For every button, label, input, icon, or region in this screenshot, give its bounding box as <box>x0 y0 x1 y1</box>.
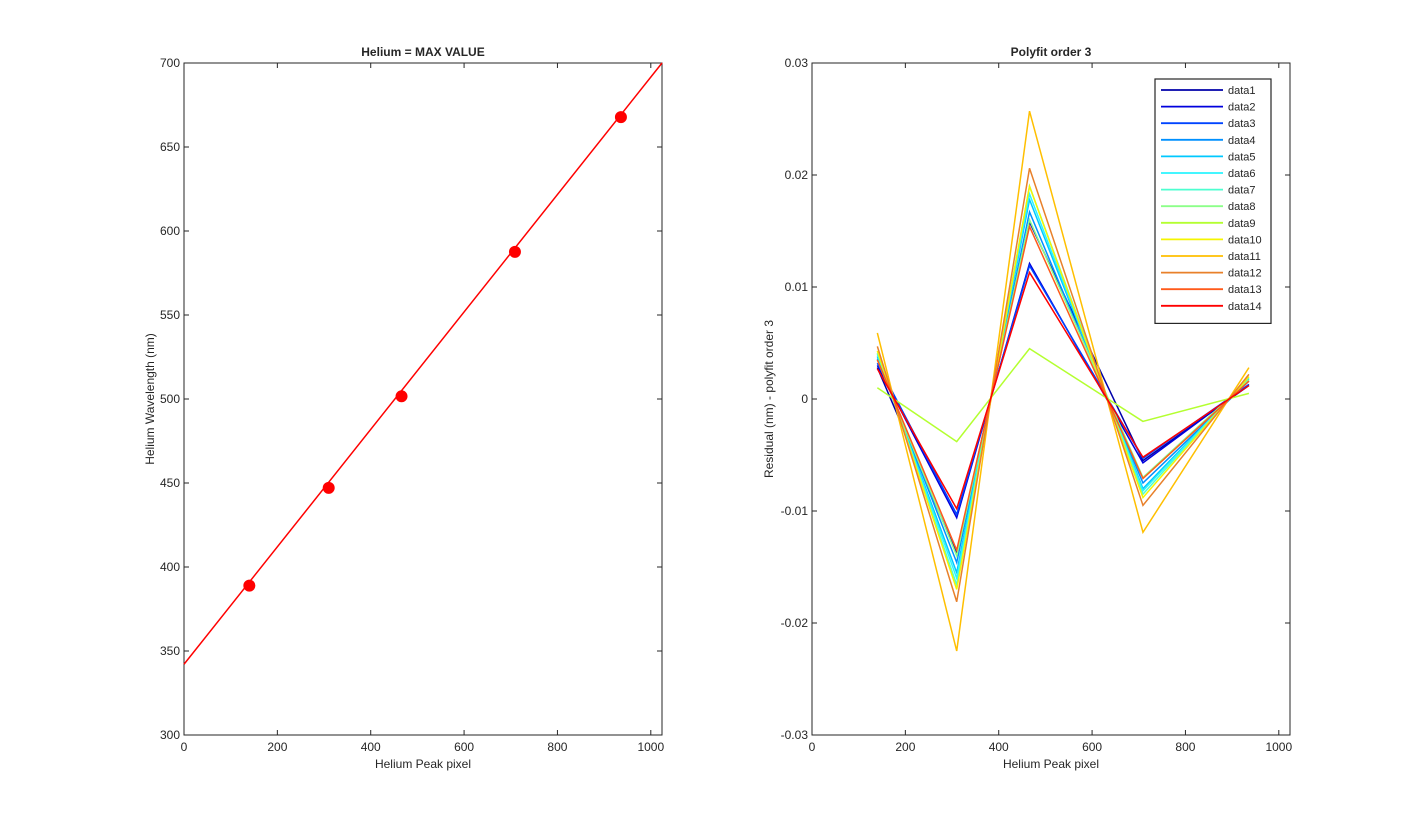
right-x-axis-label: Helium Peak pixel <box>1003 757 1099 771</box>
left-y-tick-label: 650 <box>160 140 180 154</box>
data-point-marker <box>322 481 335 494</box>
left-x-axis-label: Helium Peak pixel <box>375 757 471 771</box>
right-x-tick-label: 800 <box>1175 740 1195 754</box>
series-line-data10 <box>876 183 1250 590</box>
legend-label: data11 <box>1228 251 1261 263</box>
series-line-data9 <box>876 347 1250 443</box>
right-x-tick-label: 1000 <box>1265 740 1292 754</box>
legend-label: data5 <box>1228 151 1256 163</box>
legend-label: data4 <box>1228 135 1256 147</box>
left-y-tick-label: 550 <box>160 308 180 322</box>
left-x-tick-label: 800 <box>547 740 567 754</box>
right-x-tick-label: 600 <box>1082 740 1102 754</box>
left-y-tick-label: 300 <box>160 728 180 742</box>
left-axes: 0 200 400 600 800 1000 300 350 400 450 500 550 600 65… <box>143 45 664 771</box>
right-y-tick-label: -0.02 <box>781 616 809 630</box>
right-plot-area <box>876 110 1250 652</box>
series-line-data2 <box>876 261 1250 520</box>
left-chart-title: Helium = MAX VALUE <box>361 45 484 59</box>
legend-label: data10 <box>1228 234 1262 246</box>
right-y-tick-label: 0 <box>801 392 808 406</box>
left-x-tick-label: 400 <box>361 740 381 754</box>
right-y-tick-label: 0.03 <box>785 56 809 70</box>
left-x-tick-label: 200 <box>267 740 287 754</box>
left-y-tick-label: 700 <box>160 56 180 70</box>
right-x-tick-label: 0 <box>809 740 816 754</box>
legend-label: data6 <box>1228 168 1256 180</box>
right-y-axis-label: Residual (nm) - polyfit order 3 <box>762 320 776 478</box>
right-x-tick-label: 200 <box>895 740 915 754</box>
series-line-data14 <box>876 270 1250 511</box>
legend-label: data3 <box>1228 118 1256 130</box>
legend-label: data1 <box>1228 85 1256 97</box>
right-y-tick-label: -0.03 <box>781 728 809 742</box>
left-x-tick-label: 600 <box>454 740 474 754</box>
left-y-tick-label: 450 <box>160 476 180 490</box>
left-axes-box <box>183 62 663 736</box>
left-x-tick-label: 0 <box>181 740 188 754</box>
left-y-tick-label: 500 <box>160 392 180 406</box>
left-y-tick-label: 600 <box>160 224 180 238</box>
right-axes-ticks: 0 200 400 600 800 1000 -0.03 -0.02 -0.01 0 0.01 0.0… <box>781 56 1293 754</box>
data-point-marker <box>243 579 256 592</box>
left-y-tick-label: 350 <box>160 644 180 658</box>
left-y-axis-label: Helium Wavelength (nm) <box>143 333 157 465</box>
right-y-tick-label: 0.02 <box>785 168 809 182</box>
data-point-marker <box>614 111 627 124</box>
series-line-data6 <box>876 191 1250 582</box>
legend-label: data2 <box>1228 102 1256 114</box>
series-line-data4 <box>876 209 1250 566</box>
data-point-marker <box>395 390 408 403</box>
right-y-tick-label: 0.01 <box>785 280 809 294</box>
series-line-data13 <box>876 224 1250 553</box>
data-point-marker <box>508 245 521 258</box>
right-y-tick-label: -0.01 <box>781 504 809 518</box>
legend-label: data9 <box>1228 218 1256 230</box>
legend-label: data13 <box>1228 284 1262 296</box>
legend: data1 data2 data3 data4 data5 data6 data7 data8… <box>1154 78 1272 324</box>
fit-line <box>183 62 663 665</box>
legend-label: data8 <box>1228 201 1256 213</box>
right-axes: 0 200 400 600 800 1000 -0.03 -0.02 -0.01 0 0.01 0.0… <box>762 45 1292 771</box>
series-line-data5 <box>876 196 1250 576</box>
legend-label: data7 <box>1228 185 1256 197</box>
left-axes-ticks: 0 200 400 600 800 1000 300 350 400 450 500 550 600 65… <box>160 56 664 754</box>
legend-box <box>1154 78 1272 324</box>
left-y-tick-label: 400 <box>160 560 180 574</box>
left-x-tick-label: 1000 <box>637 740 664 754</box>
legend-label: data14 <box>1228 301 1262 313</box>
series-line-data11 <box>876 110 1250 652</box>
series-line-data8 <box>876 217 1250 559</box>
right-x-tick-label: 400 <box>989 740 1009 754</box>
right-chart-title: Polyfit order 3 <box>1011 45 1092 59</box>
series-line-data12 <box>876 168 1250 602</box>
legend-label: data12 <box>1228 268 1262 280</box>
left-plot-area <box>183 62 663 665</box>
